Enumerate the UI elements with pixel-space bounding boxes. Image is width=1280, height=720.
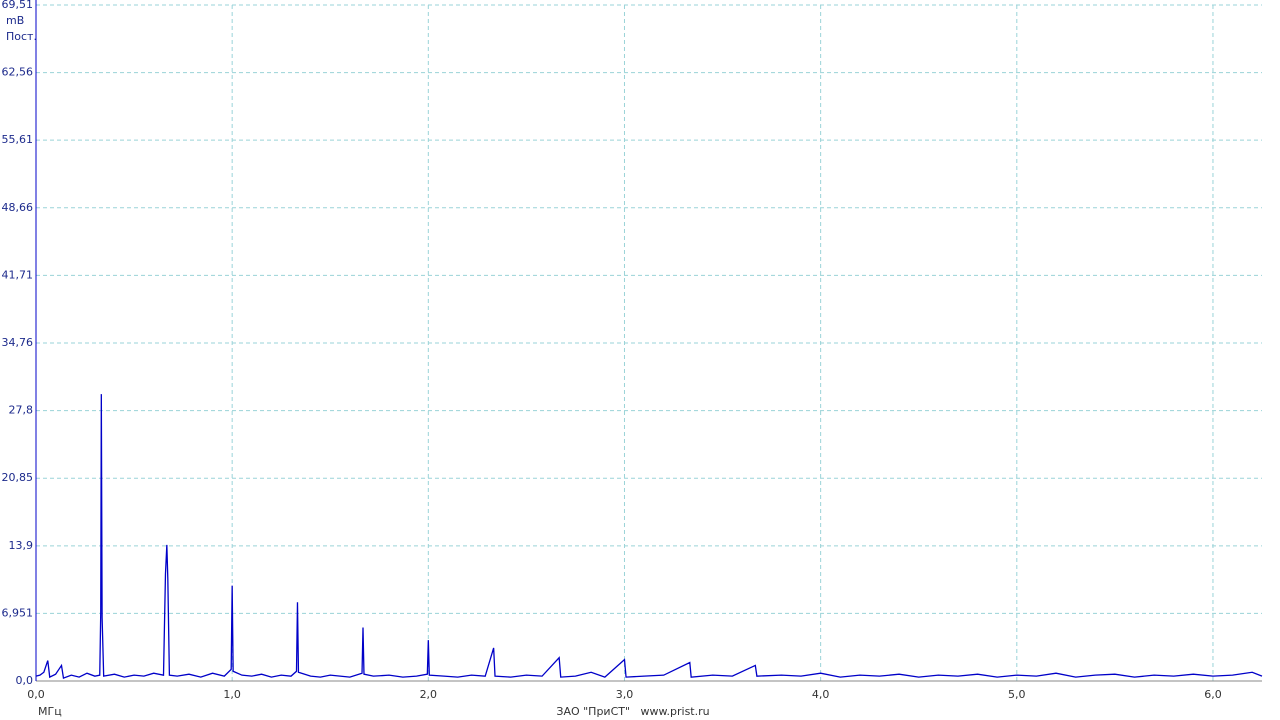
y-tick-label: 0,0: [16, 674, 34, 687]
y-tick-label: 69,51: [2, 0, 34, 11]
x-tick-label: 0,0: [27, 688, 45, 701]
y-unit: mВ: [6, 14, 24, 27]
x-unit: МГц: [38, 705, 62, 718]
x-tick-label: 6,0: [1204, 688, 1222, 701]
x-tick-label: 2,0: [420, 688, 438, 701]
x-tick-label: 1,0: [223, 688, 241, 701]
y-tick-label: 55,61: [2, 133, 34, 146]
y-tick-label: 20,85: [2, 471, 34, 484]
y-tick-label: 48,66: [2, 201, 34, 214]
spectrum-line: [35, 394, 1263, 679]
y-tick-label: 27,8: [9, 404, 34, 417]
x-tick-label: 4,0: [812, 688, 830, 701]
y-tick-label: 41,71: [2, 268, 34, 281]
x-tick-label: 3,0: [616, 688, 634, 701]
x-tick-label: 5,0: [1008, 688, 1026, 701]
y-tick-label: 13,9: [9, 539, 34, 552]
y-tick-label: 62,56: [2, 66, 34, 79]
footer: ЗАО "ПриСТ" www.prist.ru: [556, 705, 709, 718]
y-tick-label: 6,951: [2, 606, 34, 619]
y-mode: Пост.: [6, 30, 37, 43]
y-tick-label: 34,76: [2, 336, 34, 349]
